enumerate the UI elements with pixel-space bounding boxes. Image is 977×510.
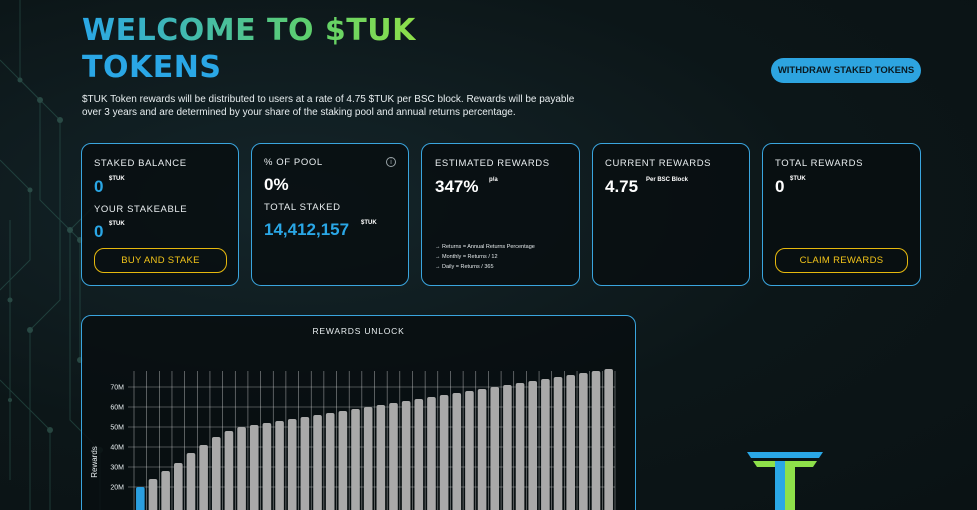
pool-card: % OF POOL i 0% TOTAL STAKED 14,412,157 $… bbox=[251, 143, 409, 286]
y-tick-label: 60M bbox=[110, 405, 124, 412]
y-tick-label: 40M bbox=[110, 445, 124, 452]
chart-bar[interactable] bbox=[136, 487, 145, 510]
chart-bar[interactable] bbox=[528, 381, 538, 510]
buy-and-stake-button[interactable]: BUY AND STAKE bbox=[94, 248, 227, 273]
chart-bar[interactable] bbox=[591, 371, 601, 510]
page-title: WELCOME TO $TUK TOKENS bbox=[82, 12, 416, 86]
chart-bar[interactable] bbox=[211, 437, 221, 510]
y-tick-label: 30M bbox=[110, 465, 124, 472]
chart-bar[interactable] bbox=[148, 479, 158, 510]
stakeable-label: YOUR STAKEABLE bbox=[94, 204, 188, 215]
chart-bar[interactable] bbox=[401, 401, 411, 510]
chart-bar[interactable] bbox=[503, 385, 512, 510]
info-icon[interactable]: i bbox=[386, 157, 396, 167]
chart-bar[interactable] bbox=[262, 423, 272, 510]
current-rewards-value: 4.75 bbox=[605, 177, 639, 196]
chart-bar[interactable] bbox=[376, 405, 386, 510]
chart-bar[interactable] bbox=[249, 425, 259, 510]
withdraw-staked-tokens-button[interactable]: WITHDRAW STAKED TOKENS bbox=[771, 58, 921, 83]
chart-bar[interactable] bbox=[414, 399, 424, 510]
current-rewards-unit: Per BSC Block bbox=[646, 177, 689, 183]
total-rewards-value: 0 bbox=[775, 177, 785, 196]
pool-percent-label: % OF POOL bbox=[264, 157, 323, 168]
chart-bar[interactable] bbox=[287, 419, 297, 510]
tuk-logo bbox=[747, 452, 823, 510]
current-rewards-card: CURRENT REWARDS 4.75 Per BSC Block bbox=[592, 143, 750, 286]
chart-bar[interactable] bbox=[363, 407, 373, 510]
title-line-2: TOKENS bbox=[82, 50, 222, 85]
chart-bar[interactable] bbox=[579, 373, 588, 510]
y-tick-label: 20M bbox=[110, 485, 124, 492]
chart-bar[interactable] bbox=[465, 391, 474, 510]
staked-balance-label: STAKED BALANCE bbox=[94, 158, 187, 169]
current-rewards-label: CURRENT REWARDS bbox=[605, 158, 712, 169]
chart-bar[interactable] bbox=[541, 379, 550, 510]
y-tick-label: 70M bbox=[110, 385, 124, 392]
total-staked-unit: $TUK bbox=[361, 220, 377, 226]
pool-percent-value: 0% bbox=[264, 175, 289, 194]
chart-bar[interactable] bbox=[338, 411, 348, 510]
total-rewards-unit: $TUK bbox=[790, 176, 806, 182]
monthly-note: → Monthly = Returns / 12 bbox=[435, 254, 498, 260]
chart-bar[interactable] bbox=[439, 395, 449, 510]
stakeable-value: 0 bbox=[94, 222, 104, 241]
estimated-rewards-card: ESTIMATED REWARDS 347% p/a → Returns = A… bbox=[421, 143, 580, 286]
chart-bar[interactable] bbox=[515, 383, 525, 510]
chart-bar[interactable] bbox=[313, 415, 322, 510]
daily-note: → Daily = Returns / 365 bbox=[435, 264, 494, 270]
estimated-rewards-value: 347% bbox=[435, 177, 479, 196]
chart-title: REWARDS UNLOCK bbox=[312, 326, 405, 336]
total-staked-value: 14,412,157 bbox=[264, 220, 350, 239]
staked-balance-card: STAKED BALANCE 0 $TUK YOUR STAKEABLE 0 $… bbox=[81, 143, 239, 286]
chart-bar[interactable] bbox=[224, 431, 234, 510]
claim-rewards-button[interactable]: CLAIM REWARDS bbox=[775, 248, 908, 273]
chart-bar[interactable] bbox=[161, 471, 170, 510]
staked-balance-value: 0 bbox=[94, 177, 104, 196]
chart-bar[interactable] bbox=[275, 421, 284, 510]
intro-text: $TUK Token rewards will be distributed t… bbox=[82, 94, 575, 118]
chart-bar[interactable] bbox=[300, 417, 310, 510]
chart-bar[interactable] bbox=[325, 413, 335, 510]
chart-bar[interactable] bbox=[490, 387, 500, 510]
circuit-background bbox=[0, 0, 103, 510]
chart-bar[interactable] bbox=[604, 369, 613, 510]
rewards-unlock-chart: 20M 30M 40M 50M 60M 70M Rewards bbox=[90, 369, 616, 510]
returns-notes: → Returns = Annual Returns Percentage → … bbox=[435, 242, 535, 272]
estimated-rewards-label: ESTIMATED REWARDS bbox=[435, 158, 550, 169]
stakeable-unit: $TUK bbox=[109, 221, 125, 227]
chart-bar[interactable] bbox=[351, 409, 360, 510]
chart-bar[interactable] bbox=[237, 427, 246, 510]
chart-bar[interactable] bbox=[452, 393, 462, 510]
estimated-rewards-unit: p/a bbox=[489, 177, 498, 183]
chart-bar[interactable] bbox=[186, 453, 196, 510]
chart-bar[interactable] bbox=[553, 377, 563, 510]
y-tick-label: 50M bbox=[110, 425, 124, 432]
rewards-unlock-chart-card: REWARDS UNLOCK 20M 30M 40M 50M 60M 70M Reward… bbox=[81, 315, 636, 510]
chart-bar[interactable] bbox=[199, 445, 208, 510]
chart-bar[interactable] bbox=[477, 389, 487, 510]
chart-bar[interactable] bbox=[427, 397, 436, 510]
title-line-1: WELCOME TO $TUK bbox=[82, 13, 416, 48]
staked-balance-unit: $TUK bbox=[109, 176, 125, 182]
returns-note: → Returns = Annual Returns Percentage bbox=[435, 244, 535, 250]
chart-bar[interactable] bbox=[566, 375, 576, 510]
total-staked-label: TOTAL STAKED bbox=[264, 202, 341, 213]
chart-bar[interactable] bbox=[173, 463, 183, 510]
total-rewards-card: TOTAL REWARDS 0 $TUK CLAIM REWARDS bbox=[762, 143, 921, 286]
total-rewards-label: TOTAL REWARDS bbox=[775, 158, 864, 169]
y-axis-label: Rewards bbox=[90, 446, 99, 478]
chart-bar[interactable] bbox=[389, 403, 398, 510]
